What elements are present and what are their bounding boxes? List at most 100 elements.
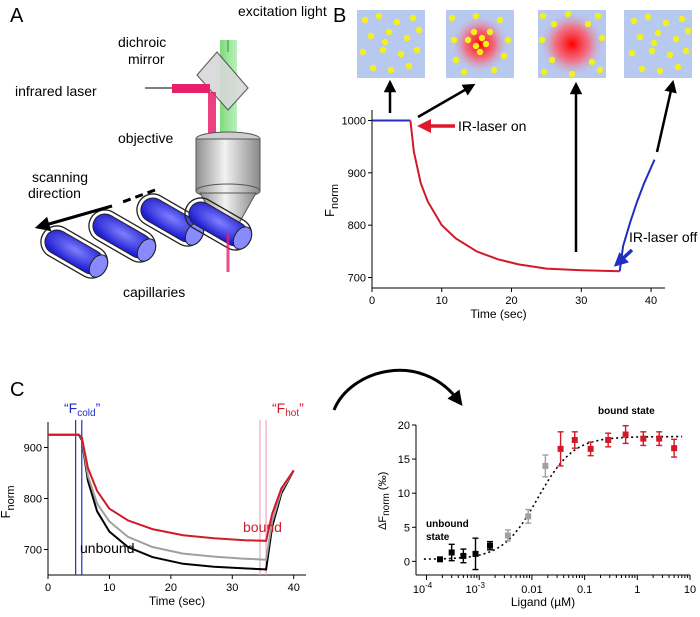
molecule-dot bbox=[482, 40, 490, 48]
bound-state-label: bound state bbox=[598, 406, 655, 417]
x-tick-label: 0.01 bbox=[521, 584, 542, 596]
molecule-dot bbox=[550, 20, 558, 28]
series-line bbox=[409, 120, 620, 273]
molecule-dot bbox=[452, 56, 460, 64]
molecule-dot bbox=[359, 48, 367, 56]
molecule-dot bbox=[405, 62, 413, 70]
molecule-dot bbox=[672, 35, 680, 43]
molecule-dot bbox=[594, 12, 602, 20]
chart-b: 0 10 20 30 40 700 800 900 1000 Time (sec) Fnorm bbox=[322, 110, 665, 321]
y-tick-label: 15 bbox=[398, 454, 410, 466]
molecule-dot bbox=[464, 36, 472, 44]
y-tick-label: 800 bbox=[348, 220, 366, 232]
molecule-dot bbox=[472, 12, 480, 20]
bound-label: bound bbox=[243, 519, 282, 535]
capillary bbox=[184, 197, 253, 251]
data-point bbox=[486, 542, 493, 549]
molecule-dot bbox=[385, 28, 393, 36]
molecule-dot bbox=[682, 47, 690, 55]
inset-arrow-2 bbox=[417, 83, 476, 119]
molecule-dot bbox=[476, 48, 484, 56]
dichroic-mirror bbox=[196, 51, 249, 111]
y-tick-label: 700 bbox=[348, 273, 366, 285]
molecule-dot bbox=[648, 47, 656, 55]
x-axis-title: Ligand (µM) bbox=[511, 595, 575, 609]
data-point bbox=[542, 462, 549, 469]
laser-off-label: IR-laser off bbox=[629, 229, 697, 245]
panel-b-label: B bbox=[333, 5, 346, 27]
x-tick-label: 1 bbox=[634, 584, 640, 596]
x-tick-label: 20 bbox=[505, 295, 517, 307]
panel-c-label: C bbox=[10, 379, 24, 401]
molecule-dot bbox=[662, 19, 670, 27]
molecule-dot bbox=[644, 13, 652, 21]
molecule-dot bbox=[387, 66, 395, 74]
molecule-dot bbox=[674, 63, 682, 71]
x-tick-label: 30 bbox=[226, 582, 238, 594]
molecule-dot bbox=[540, 68, 548, 76]
capillary bbox=[136, 193, 205, 247]
unbound-state-label-1: unbound bbox=[426, 519, 469, 530]
laser-on-label: IR-laser on bbox=[458, 118, 526, 134]
molecule-dot bbox=[538, 36, 546, 44]
data-point bbox=[557, 445, 564, 452]
molecule-dot bbox=[472, 42, 480, 50]
molecule-dot bbox=[448, 14, 456, 22]
fit-curve bbox=[423, 435, 683, 560]
scanning-label-2: direction bbox=[28, 185, 81, 201]
molecule-dot bbox=[486, 28, 494, 36]
data-point bbox=[472, 550, 479, 557]
data-point bbox=[656, 435, 663, 442]
excitation-light-label: excitation light bbox=[238, 3, 327, 19]
molecule-dot bbox=[381, 38, 389, 46]
y-tick-label: 10 bbox=[398, 488, 410, 500]
infrared-laser-beam bbox=[172, 84, 210, 93]
molecule-dot bbox=[630, 17, 638, 25]
molecule-dot bbox=[596, 66, 604, 74]
molecule-dot bbox=[409, 14, 417, 22]
y-tick-label: 900 bbox=[24, 443, 42, 455]
y-axis-title: Fnorm bbox=[0, 485, 17, 518]
infrared-laser-label: infrared laser bbox=[15, 83, 97, 99]
x-tick-label: 0 bbox=[369, 295, 375, 307]
molecule-dot bbox=[539, 12, 547, 20]
molecule-dot bbox=[636, 33, 644, 41]
y-tick-label: 5 bbox=[404, 522, 410, 534]
scan-dash bbox=[119, 188, 156, 205]
y-tick-label: 1000 bbox=[342, 115, 366, 127]
data-point bbox=[587, 445, 594, 452]
inset-resting bbox=[357, 10, 425, 78]
chart-c-right: 0 5 10 15 20 10-4 10-3 0.01 0.1 1 10 Ligand (µM) ΔFn… bbox=[377, 420, 696, 609]
curved-arrow bbox=[332, 368, 463, 411]
x-tick-label: 10 bbox=[684, 584, 696, 596]
y-axis-title: Fnorm bbox=[322, 184, 341, 217]
panel-a-label: A bbox=[10, 5, 24, 27]
y-tick-label: 700 bbox=[24, 545, 42, 557]
molecule-dot bbox=[638, 65, 646, 73]
inset-steady-state bbox=[538, 10, 606, 78]
series-line bbox=[618, 159, 656, 272]
x-axis-title: Time (sec) bbox=[149, 594, 205, 608]
x-tick-label: 40 bbox=[645, 295, 657, 307]
molecule-dot bbox=[584, 20, 592, 28]
data-point bbox=[671, 445, 678, 452]
molecule-dot bbox=[548, 56, 556, 64]
molecule-dot bbox=[460, 68, 468, 76]
y-tick-label: 20 bbox=[398, 420, 410, 432]
y-axis-title: ΔFnorm (‰) bbox=[377, 472, 392, 530]
capillaries-label: capillaries bbox=[123, 284, 185, 300]
molecule-dot bbox=[490, 66, 498, 74]
y-tick-label: 800 bbox=[24, 494, 42, 506]
molecule-dot bbox=[478, 34, 486, 42]
molecule-dot bbox=[654, 29, 662, 37]
molecule-dot bbox=[564, 10, 572, 18]
molecule-dot bbox=[397, 50, 405, 58]
x-axis-title: Time (sec) bbox=[470, 307, 526, 321]
data-point bbox=[460, 552, 467, 559]
molecule-dot bbox=[470, 28, 478, 36]
chart-c-left: 0 10 20 30 40 700 800 900 Time (sec) Fnorm bbox=[0, 420, 306, 608]
fcold-label: “Fcold” bbox=[64, 400, 101, 419]
molecule-dot bbox=[450, 36, 458, 44]
